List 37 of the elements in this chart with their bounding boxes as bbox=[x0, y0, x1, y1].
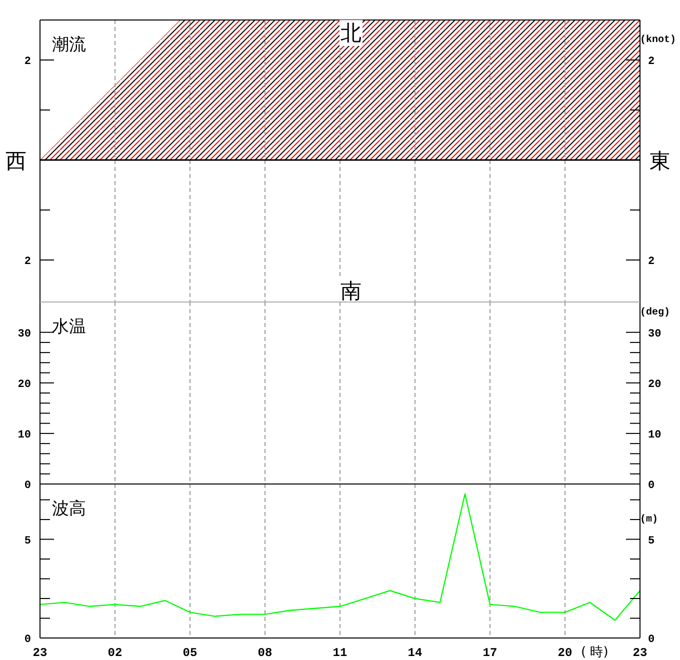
line-series bbox=[39, 493, 641, 621]
text: 潮流 bbox=[52, 35, 86, 55]
y-tick-label: 2 bbox=[24, 256, 31, 268]
y2-tick-label: 20 bbox=[648, 378, 662, 391]
y2-tick-label: 0 bbox=[648, 634, 655, 646]
y-tick-label: 5 bbox=[24, 535, 32, 548]
annotation: 南 bbox=[340, 279, 362, 303]
y2-tick-label: 0 bbox=[648, 480, 655, 492]
y2-tick-label: 5 bbox=[648, 535, 655, 548]
y2-tick-label: 30 bbox=[648, 328, 662, 340]
y-tick-label: 30 bbox=[18, 328, 31, 340]
x-tick-label: 23 bbox=[632, 646, 648, 660]
text: 西 bbox=[6, 149, 26, 173]
x-tick-label: 11 bbox=[332, 646, 348, 660]
x-tick-label: 14 bbox=[408, 646, 422, 660]
annotation: 北 bbox=[340, 21, 362, 45]
x-tick-label: 23 bbox=[32, 646, 48, 660]
text: 東 bbox=[650, 149, 670, 173]
y-tick-label: 10 bbox=[18, 429, 31, 442]
x-tick-label: 02 bbox=[108, 646, 122, 660]
y-tick-label: 20 bbox=[18, 378, 31, 391]
y-tick-label: 2 bbox=[24, 56, 31, 68]
y-tick-label: 0 bbox=[24, 634, 31, 646]
x-tick-label: 20 bbox=[558, 646, 572, 660]
y2-tick-label: 10 bbox=[648, 429, 662, 442]
x-tick-label: 08 bbox=[258, 646, 272, 660]
y2-axis-title: (knot) bbox=[640, 34, 676, 46]
y2-axis-title: (deg) bbox=[640, 306, 670, 318]
x-tick-label: 17 bbox=[482, 646, 498, 660]
x-axis-title: ( 時) bbox=[581, 645, 608, 660]
text: 水温 bbox=[52, 317, 86, 337]
y2-tick-label: 2 bbox=[648, 56, 655, 68]
y-tick-label: 0 bbox=[24, 480, 31, 492]
text: 波高 bbox=[52, 499, 86, 519]
x-tick-label: 05 bbox=[182, 646, 198, 660]
y2-tick-label: 2 bbox=[648, 256, 655, 268]
y2-axis-title: (m) bbox=[640, 513, 658, 526]
